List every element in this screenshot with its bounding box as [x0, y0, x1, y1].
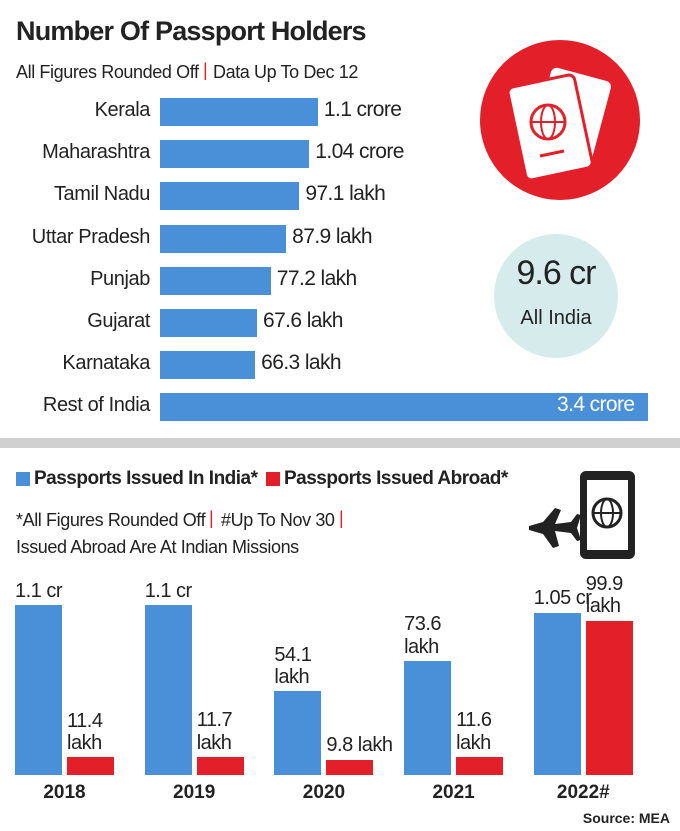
bar [585, 620, 633, 775]
x-tick-label: 2018 [43, 782, 86, 803]
legend-label: Passports Issued In India* [34, 468, 258, 489]
x-tick-label: 2021 [432, 782, 475, 803]
bar [15, 605, 62, 775]
category-label: Rest of India [42, 394, 150, 417]
value-label: 1.1 crore [323, 98, 402, 121]
category-label: Uttar Pradesh [31, 225, 151, 248]
bar [160, 98, 318, 126]
value-label: 9.8 lakh [326, 734, 393, 757]
total-circle [494, 234, 618, 358]
bar [274, 691, 322, 775]
source: Source: MEA [582, 810, 670, 826]
bar [160, 351, 256, 380]
bar [160, 140, 310, 169]
x-tick-label: 2022# [556, 782, 610, 803]
passport-icon [480, 40, 640, 200]
value-label: 3.4 crore [557, 393, 635, 417]
value-label: 99.9 lakh [585, 572, 623, 618]
value-label: 77.2 lakh [276, 266, 357, 290]
value-label: 67.6 lakh [263, 309, 343, 332]
bar [456, 757, 504, 775]
chart-title: Number Of Passport Holders [16, 16, 367, 46]
category-label: Gujarat [87, 310, 150, 332]
value-label: 1.04 crore [315, 140, 404, 164]
value-label: 73.6 lakh [404, 613, 442, 658]
category-label: Tamil Nadu [53, 183, 150, 206]
legend-swatch [16, 472, 30, 486]
note: *All Figures Rounded Off [16, 510, 206, 530]
x-tick-label: 2019 [173, 782, 216, 803]
note: Issued Abroad Are At Indian Missions [16, 537, 299, 557]
value-label: 87.9 lakh [292, 224, 372, 248]
bar [160, 309, 258, 337]
category-label: Punjab [90, 267, 150, 290]
note: #Up To Nov 30 [221, 510, 335, 530]
value-label: 54.1 lakh [274, 643, 312, 689]
subtitle: Data Up To Dec 12 [213, 62, 358, 82]
value-label: 1.1 cr [144, 579, 193, 602]
bar [160, 266, 271, 295]
bar [160, 393, 648, 422]
bar [160, 182, 300, 211]
bar [326, 759, 374, 775]
separator-pipe: | [203, 60, 208, 80]
value-label: 1.05 cr [533, 587, 592, 610]
bar [404, 661, 452, 775]
separator-pipe: | [209, 508, 214, 528]
legend-label: Passports Issued Abroad* [284, 468, 508, 489]
value-label: 11.6 lakh [456, 709, 492, 754]
x-tick-label: 2020 [302, 782, 346, 803]
separator-pipe: | [339, 508, 344, 528]
value-label: 97.1 lakh [305, 182, 386, 206]
total-label: 9.6 cr [516, 254, 596, 292]
total-caption: All India [520, 307, 592, 329]
bar [533, 612, 581, 775]
legend-swatch [266, 472, 280, 486]
bar [160, 224, 287, 253]
category-label: Karnataka [62, 352, 150, 375]
category-label: Kerala [94, 99, 151, 121]
value-label: 11.4 lakh [67, 709, 103, 754]
bar [196, 756, 244, 775]
subtitle: All Figures Rounded Off [16, 62, 199, 82]
separator [0, 438, 680, 448]
bar [144, 605, 192, 775]
category-label: Maharashtra [42, 141, 150, 164]
plane-passport-icon [529, 471, 635, 559]
value-label: 66.3 lakh [261, 351, 341, 375]
value-label: 11.7 lakh [196, 709, 233, 754]
value-label: 1.1 cr [15, 579, 63, 602]
bar [67, 757, 114, 775]
